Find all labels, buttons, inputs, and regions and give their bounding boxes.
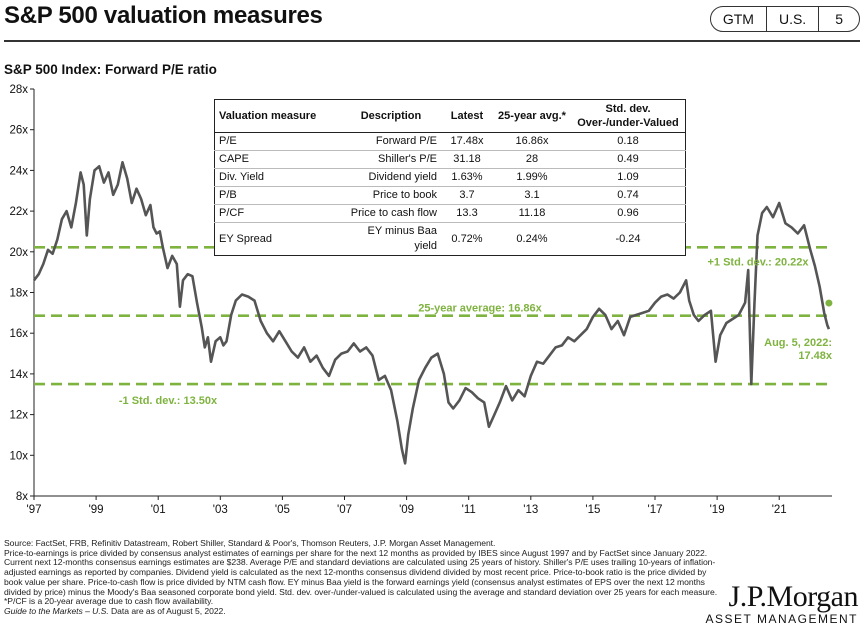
- y-tick-label: 18x: [9, 288, 28, 300]
- badge-group: GTM U.S. 5: [709, 6, 860, 32]
- x-tick-label: '97: [27, 504, 42, 516]
- gtm-label: Guide to the Markets – U.S.: [4, 605, 109, 616]
- table-header: 25-year avg.*: [493, 99, 571, 133]
- latest-value-label: 17.48x: [798, 350, 833, 362]
- description-cell: Shiller's P/E: [341, 150, 441, 169]
- stddev-cell: 1.09: [571, 168, 686, 187]
- avg-cell: 16.86x: [493, 132, 571, 151]
- x-tick-label: '03: [213, 504, 228, 516]
- latest-value-label: Aug. 5, 2022:: [764, 337, 832, 349]
- description-cell: Dividend yield: [341, 168, 441, 187]
- description-cell: Price to book: [341, 186, 441, 205]
- x-tick-label: '07: [337, 504, 352, 516]
- measure-cell: P/B: [214, 186, 341, 205]
- chart-axes: 8x 10x 12x 14x 16x 18x 20x 22x 24x 26x 28x '97 '99 '0…: [9, 84, 832, 516]
- title-divider: [4, 40, 860, 42]
- forward-pe-line: [32, 161, 831, 465]
- y-tick-label: 28x: [9, 84, 28, 96]
- avg-cell: 28: [493, 150, 571, 169]
- reference-label: -1 Std. dev.: 13.50x: [119, 395, 218, 407]
- stddev-cell: 0.96: [571, 204, 686, 223]
- table-header: Std. dev. Over-/under-Valued: [571, 99, 686, 133]
- table-row: Div. Yield Dividend yield 1.63% 1.99% 1.09: [214, 168, 686, 187]
- x-tick-label: '99: [89, 504, 104, 516]
- y-tick-label: 22x: [9, 206, 28, 218]
- table-row: EY Spread EY minus Baa yield 0.72% 0.24% -0.…: [215, 223, 686, 256]
- table-header: Valuation measure: [214, 99, 341, 133]
- table-header: Description: [341, 99, 441, 133]
- description-cell: EY minus Baa yield: [367, 225, 437, 252]
- methodology-note: Price-to-earnings is price divided by co…: [4, 547, 718, 607]
- measure-cell: EY Spread: [219, 232, 273, 245]
- avg-cell: 0.24%: [516, 232, 548, 245]
- latest-cell: 17.48x: [441, 132, 493, 151]
- x-tick-label: '15: [585, 504, 600, 516]
- y-tick-label: 16x: [9, 328, 28, 340]
- x-tick-label: '01: [151, 504, 166, 516]
- measure-cell: P/E: [214, 132, 341, 151]
- y-tick-label: 26x: [9, 125, 28, 137]
- stddev-cell: 0.49: [571, 150, 686, 169]
- stddev-cell: 0.18: [571, 132, 686, 151]
- avg-cell: 11.18: [493, 204, 571, 223]
- y-tick-label: 8x: [16, 491, 28, 503]
- reference-label: +1 Std. dev.: 20.22x: [708, 256, 810, 268]
- y-tick-label: 12x: [9, 410, 28, 422]
- badge-gtm: GTM: [711, 7, 767, 31]
- chart-annotations: +1 Std. dev.: 20.22x 25-year average: 16.…: [119, 256, 833, 407]
- footnotes: Source: FactSet, FRB, Refinitiv Datastre…: [4, 538, 720, 617]
- x-tick-label: '09: [399, 504, 414, 516]
- latest-cell: 13.3: [441, 204, 493, 223]
- valuation-table: Valuation measure Description Latest 25-…: [214, 99, 686, 256]
- x-tick-label: '19: [710, 504, 725, 516]
- x-tick-label: '05: [275, 504, 290, 516]
- y-tick-label: 10x: [9, 450, 28, 462]
- badge-page-number: 5: [835, 11, 843, 27]
- y-tick-label: 14x: [9, 369, 28, 381]
- latest-cell: 3.7: [441, 186, 493, 205]
- x-tick-label: '13: [523, 504, 538, 516]
- table-row: P/B Price to book 3.7 3.1 0.74: [214, 186, 686, 205]
- badge-region: U.S.: [767, 7, 820, 31]
- stddev-cell: -0.24: [615, 232, 641, 245]
- reference-label: 25-year average: 16.86x: [418, 303, 542, 315]
- jpmorgan-logo: J.P.Morgan ASSET MANAGEMENT: [705, 580, 859, 626]
- latest-cell: 1.63%: [441, 168, 493, 187]
- x-tick-label: '17: [648, 504, 663, 516]
- source-line: Source: FactSet, FRB, Refinitiv Datastre…: [4, 538, 496, 548]
- page-title: S&P 500 valuation measures: [4, 2, 323, 29]
- asof-text: Data are as of August 5, 2022.: [108, 605, 226, 616]
- measure-cell: Div. Yield: [214, 168, 341, 187]
- description-cell: Price to cash flow: [341, 204, 441, 223]
- avg-cell: 3.1: [493, 186, 571, 205]
- logo-tagline: ASSET MANAGEMENT: [705, 612, 858, 626]
- latest-cell: 0.72%: [451, 232, 483, 245]
- chart-title: S&P 500 Index: Forward P/E ratio: [4, 62, 217, 77]
- table-header: Latest: [441, 99, 493, 133]
- x-tick-label: '11: [462, 504, 476, 516]
- y-tick-label: 20x: [9, 247, 28, 259]
- table-row: P/CF Price to cash flow 13.3 11.18 0.96: [214, 204, 686, 223]
- table-row: CAPE Shiller's P/E 31.18 28 0.49: [214, 150, 686, 169]
- asof-line: Guide to the Markets – U.S. Data are as …: [4, 605, 720, 617]
- x-tick-label: '21: [772, 504, 787, 516]
- table-header-row: Valuation measure Description Latest 25-…: [214, 99, 686, 133]
- y-tick-label: 24x: [9, 165, 28, 177]
- stddev-cell: 0.74: [571, 186, 686, 205]
- measure-cell: CAPE: [214, 150, 341, 169]
- avg-cell: 1.99%: [493, 168, 571, 187]
- latest-cell: 31.18: [441, 150, 493, 169]
- latest-point-marker: [825, 299, 833, 307]
- table-row: P/E Forward P/E 17.48x 16.86x 0.18: [214, 132, 686, 151]
- logo-wordmark: J.P.Morgan: [728, 580, 859, 613]
- measure-cell: P/CF: [214, 204, 341, 223]
- description-cell: Forward P/E: [341, 132, 441, 151]
